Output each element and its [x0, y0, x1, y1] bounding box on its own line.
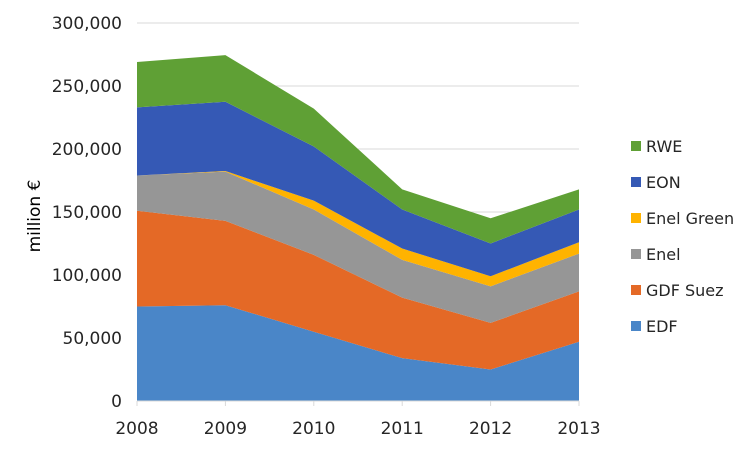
- y-tick-label: 50,000: [63, 329, 122, 349]
- legend-label: GDF Suez: [646, 280, 724, 300]
- x-tick-label: 2008: [115, 419, 158, 439]
- y-tick-label: 300,000: [52, 14, 122, 34]
- y-tick-label: 0: [111, 392, 122, 412]
- legend-label: Enel Green: [646, 208, 735, 228]
- x-tick-label: 2011: [381, 419, 424, 439]
- area-gdf-suez: [137, 210, 579, 370]
- legend: RWE EON Enel Green Enel GDF Suez EDF: [631, 128, 734, 344]
- legend-item-enel: Enel: [631, 236, 734, 272]
- area-enel: [137, 171, 579, 323]
- area-enel-green: [137, 171, 579, 287]
- x-axis: 2008 2009 2010 2011 2012 2013: [115, 400, 601, 439]
- area-edf: [137, 305, 579, 401]
- legend-swatch: [631, 213, 641, 223]
- x-tick-label: 2013: [557, 419, 600, 439]
- legend-swatch: [631, 285, 641, 295]
- legend-swatch: [631, 141, 641, 151]
- legend-swatch: [631, 177, 641, 187]
- y-tick-label: 200,000: [52, 140, 122, 160]
- legend-item-eon: EON: [631, 164, 734, 200]
- x-tick-label: 2010: [292, 419, 335, 439]
- legend-item-enel-green: Enel Green: [631, 200, 734, 236]
- legend-label: EDF: [646, 316, 678, 336]
- area-eon: [137, 101, 579, 277]
- legend-item-gdf-suez: GDF Suez: [631, 272, 734, 308]
- y-tick-label: 150,000: [52, 203, 122, 223]
- legend-swatch: [631, 321, 641, 331]
- legend-item-edf: EDF: [631, 308, 734, 344]
- legend-label: Enel: [646, 244, 681, 264]
- y-axis-title: million €: [25, 180, 45, 253]
- x-tick-label: 2012: [469, 419, 512, 439]
- legend-label: RWE: [646, 136, 683, 156]
- stacked-areas: [137, 55, 579, 401]
- y-axis: 0 50,000 100,000 150,000 200,000 250,000 300,0…: [52, 14, 122, 412]
- legend-swatch: [631, 249, 641, 259]
- y-tick-label: 250,000: [52, 77, 122, 97]
- legend-item-rwe: RWE: [631, 128, 734, 164]
- legend-label: EON: [646, 172, 681, 192]
- area-rwe: [137, 55, 579, 244]
- x-tick-label: 2009: [204, 419, 247, 439]
- y-tick-label: 100,000: [52, 266, 122, 286]
